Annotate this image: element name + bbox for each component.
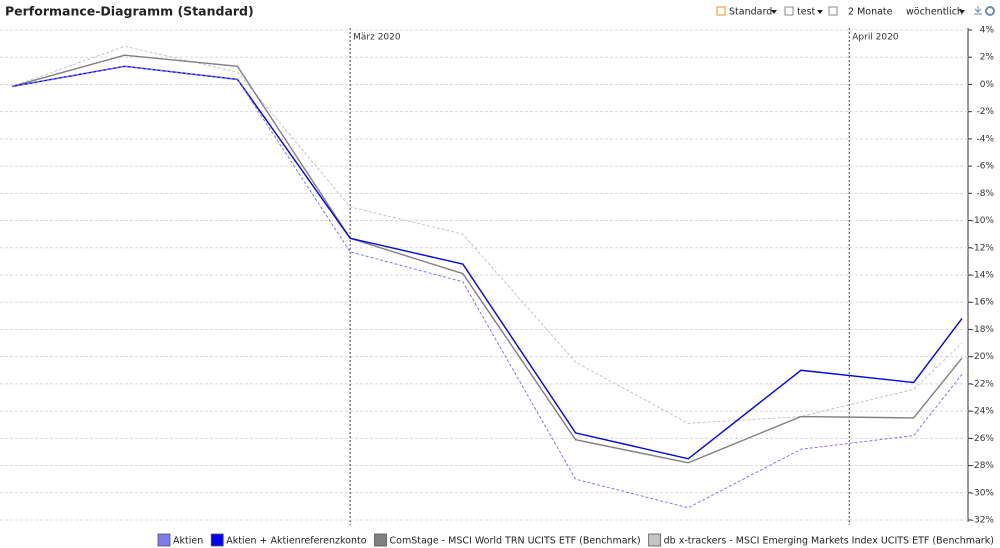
y-tick-label: 2% — [980, 53, 995, 63]
y-tick-label: -20% — [971, 352, 995, 362]
toolbar-item[interactable]: wöchentlich — [906, 7, 963, 18]
dropdown-arrow[interactable] — [771, 10, 777, 14]
y-tick-label: 4% — [980, 26, 995, 36]
icon — [716, 6, 726, 16]
series-line — [11, 54, 963, 464]
y-tick-label: -32% — [971, 516, 995, 526]
y-tick-label: -4% — [976, 134, 994, 144]
toolbar: Standard test 2 Monate wöchentlich — [716, 6, 995, 18]
series-line — [11, 65, 963, 460]
legend-label: ComStage - MSCI World TRN UCITS ETF (Ben… — [390, 536, 641, 547]
y-tick-label: -24% — [971, 407, 995, 417]
toolbar-item[interactable]: test — [797, 7, 816, 18]
icon — [828, 6, 838, 16]
legend-label: db x-trackers - MSCI Emerging Markets In… — [664, 536, 994, 547]
settings-icon[interactable] — [985, 6, 995, 16]
y-tick-label: -14% — [971, 271, 995, 281]
x-tick-label: April 2020 — [852, 33, 899, 43]
dropdown-arrow[interactable] — [959, 10, 965, 14]
y-tick-label: -2% — [976, 107, 994, 117]
legend-swatch — [210, 533, 224, 547]
dropdown-arrow[interactable] — [817, 10, 823, 14]
y-tick-label: -22% — [971, 379, 995, 389]
toolbar-item[interactable]: Standard — [729, 7, 772, 18]
icon — [784, 6, 794, 16]
y-tick-label: -12% — [971, 243, 995, 253]
y-tick-label: -16% — [971, 298, 995, 308]
legend-swatch — [157, 533, 171, 547]
chart-title: Performance-Diagramm (Standard) — [5, 4, 254, 19]
legend-swatch — [648, 533, 662, 547]
y-tick-label: -6% — [976, 162, 994, 172]
download-icon[interactable] — [974, 6, 982, 15]
legend-label: Aktien — [173, 536, 203, 547]
legend-swatch — [374, 533, 387, 547]
toolbar-item[interactable]: 2 Monate — [848, 7, 893, 18]
y-tick-label: -30% — [971, 488, 995, 498]
y-tick-label: -8% — [976, 189, 994, 199]
x-tick-label: März 2020 — [353, 33, 401, 43]
y-tick-label: -28% — [971, 461, 995, 471]
series-line — [11, 65, 963, 509]
y-tick-label: -18% — [971, 325, 995, 335]
y-tick-label: -10% — [971, 216, 995, 226]
series-line — [11, 45, 963, 424]
y-tick-label: 0% — [980, 80, 995, 90]
legend-label: Aktien + Aktienreferenzkonto — [226, 536, 366, 547]
y-tick-label: -26% — [971, 434, 995, 444]
